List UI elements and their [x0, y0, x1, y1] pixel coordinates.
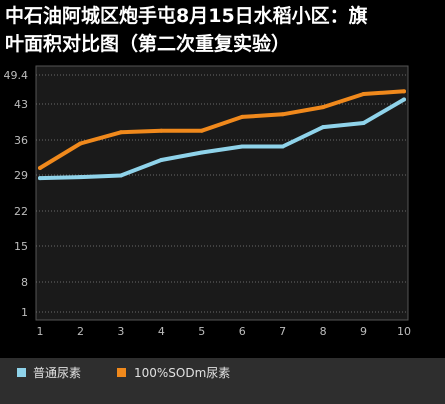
x-tick-label: 9: [360, 325, 367, 338]
x-tick-label: 8: [320, 325, 327, 338]
series-2-point: [199, 128, 204, 133]
x-tick-label: 4: [158, 325, 165, 338]
y-tick-label: 49.4: [4, 69, 29, 82]
chart-title-line-2: 叶面积对比图（第二次重复实验）: [5, 32, 290, 55]
legend-label-series-2: 100%SODm尿素: [134, 366, 230, 380]
x-tick-label: 5: [198, 325, 205, 338]
series-2-point: [118, 130, 123, 135]
legend-swatch-series-2: [117, 368, 126, 377]
series-2-point: [159, 128, 164, 133]
y-axis-ticks: 49.4 43 36 29 22 15 8 1: [4, 69, 29, 319]
series-line-1: [38, 97, 406, 181]
series-2-point: [78, 141, 83, 146]
series-2-point: [38, 166, 42, 170]
series-1-point: [402, 97, 406, 102]
y-tick-label: 29: [14, 169, 28, 182]
chart-title-line-1: 中石油阿城区炮手屯8月15日水稻小区：旗: [5, 4, 368, 27]
series-2-point: [240, 114, 245, 119]
series-2-point: [402, 89, 406, 94]
y-tick-label: 36: [14, 134, 28, 147]
series-2-point: [321, 105, 326, 110]
grid-lines: [36, 74, 408, 313]
y-tick-label: 8: [21, 276, 28, 289]
legend-label-series-1: 普通尿素: [33, 366, 81, 380]
series-1-point: [321, 125, 326, 130]
series-2-point: [361, 92, 366, 97]
legend-background: [0, 358, 445, 404]
series-1-point: [118, 173, 123, 178]
legend-swatch-series-1: [17, 368, 26, 377]
x-tick-label: 2: [77, 325, 84, 338]
series-1-point: [361, 121, 366, 126]
x-axis-ticks: 1 2 3 4 5 6 7 8 9 10: [37, 325, 412, 338]
x-tick-label: 6: [239, 325, 246, 338]
plot-area: [35, 65, 409, 321]
y-tick-label: 1: [21, 306, 28, 319]
series-1-point: [38, 176, 42, 181]
series-1-point: [78, 175, 83, 180]
series-1-point: [240, 144, 245, 149]
series-1-point: [199, 150, 204, 155]
y-tick-label: 22: [14, 205, 28, 218]
series-lines: [38, 89, 406, 181]
series-line-2: [38, 89, 406, 170]
series-1-point: [159, 158, 164, 162]
y-tick-label: 15: [14, 240, 28, 253]
series-1-point: [280, 144, 285, 149]
y-tick-label: 43: [14, 98, 28, 111]
x-tick-label: 10: [397, 325, 411, 338]
x-tick-label: 1: [37, 325, 44, 338]
x-tick-label: 7: [279, 325, 286, 338]
x-tick-label: 3: [117, 325, 124, 338]
series-2-point: [280, 112, 285, 117]
